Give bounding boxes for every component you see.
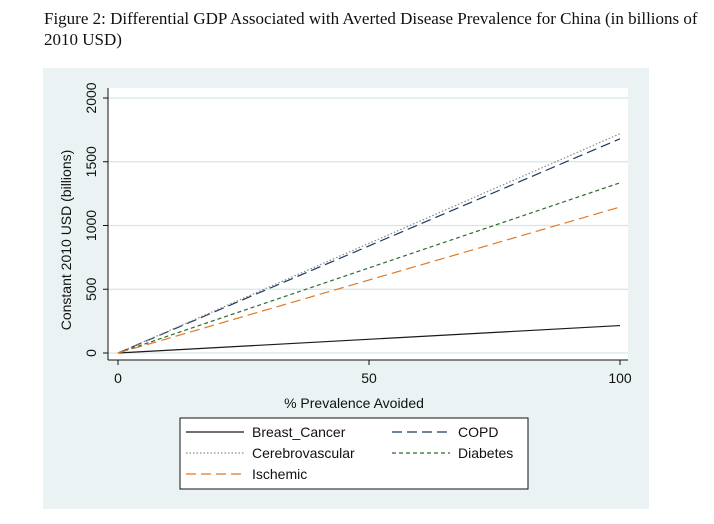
y-tick-label-2000: 2000 — [83, 82, 99, 113]
series-line-ischemic — [117, 206, 621, 354]
y-tick-label-500: 500 — [83, 277, 99, 301]
tick-labels: 0 500 1000 1500 2000 0 50 100 — [83, 82, 632, 386]
series-line-copd — [117, 138, 621, 354]
x-tick-label-0: 0 — [114, 370, 122, 386]
series-line-diabetes — [117, 182, 621, 354]
legend-label-breast-cancer: Breast_Cancer — [252, 424, 346, 440]
y-tick-label-1500: 1500 — [83, 146, 99, 177]
legend-box — [179, 417, 529, 490]
series-line-breast-cancer — [117, 324, 621, 354]
plot-area — [108, 88, 628, 360]
legend-label-cerebrovascular: Cerebrovascular — [252, 445, 355, 461]
x-tick-label-50: 50 — [361, 370, 377, 386]
legend-label-ischemic: Ischemic — [252, 466, 307, 482]
legend-label-copd: COPD — [458, 424, 498, 440]
figure-caption: Figure 2: Differential GDP Associated wi… — [44, 9, 698, 49]
series-line-cerebrovascular — [117, 133, 621, 354]
y-tick-label-0: 0 — [83, 349, 99, 357]
gridlines — [108, 97, 628, 354]
series-group — [117, 133, 621, 354]
y-tick-label-1000: 1000 — [83, 210, 99, 241]
legend: Breast_Cancer COPD Cerebrovascular Diabetes… — [179, 417, 529, 490]
axes — [107, 88, 628, 361]
x-tick-label-100: 100 — [608, 370, 632, 386]
x-axis-title: % Prevalence Avoided — [284, 395, 424, 411]
y-axis-title: Constant 2010 USD (billions) — [58, 150, 74, 331]
legend-label-diabetes: Diabetes — [458, 445, 513, 461]
